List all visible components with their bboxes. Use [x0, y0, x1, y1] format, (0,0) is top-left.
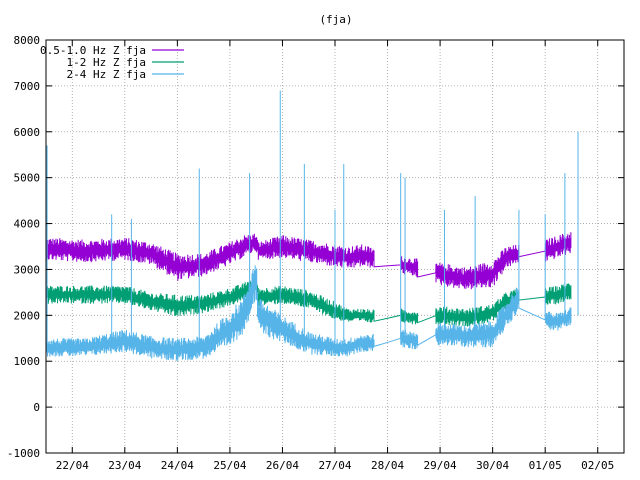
x-tick-label: 26/04	[266, 459, 299, 472]
x-tick-label: 02/05	[581, 459, 614, 472]
y-tick-label: 6000	[14, 126, 41, 139]
legend-label: 2-4 Hz Z fja	[67, 68, 146, 81]
legend-label: 1-2 Hz Z fja	[67, 56, 146, 69]
series-0	[45, 232, 572, 290]
data-layer	[45, 90, 579, 361]
x-tick-label: 30/04	[476, 459, 509, 472]
y-tick-label: 1000	[14, 355, 41, 368]
x-tick-label: 27/04	[318, 459, 351, 472]
y-tick-label: 5000	[14, 172, 41, 185]
series-1	[45, 275, 572, 327]
x-tick-label: 22/04	[56, 459, 89, 472]
series-line	[45, 275, 572, 327]
y-tick-label: 7000	[14, 80, 41, 93]
x-tick-label: 29/04	[424, 459, 457, 472]
y-tick-label: 3000	[14, 263, 41, 276]
x-tick-label: 28/04	[371, 459, 404, 472]
series-line	[45, 265, 572, 361]
y-tick-label: 4000	[14, 218, 41, 231]
x-tick-label: 25/04	[213, 459, 246, 472]
legend-label: 0.5-1.0 Hz Z fja	[40, 44, 146, 57]
x-tick-label: 24/04	[161, 459, 194, 472]
x-tick-label: 01/05	[529, 459, 562, 472]
series-2	[45, 90, 579, 361]
chart-title: (fja)	[319, 13, 352, 26]
y-tick-label: 8000	[14, 34, 41, 47]
y-tick-label: 2000	[14, 309, 41, 322]
series-line	[45, 232, 572, 290]
x-tick-label: 23/04	[108, 459, 141, 472]
y-tick-label: 0	[33, 401, 40, 414]
y-tick-label: -1000	[7, 447, 40, 460]
axis-ticks: -1000 0 1000 2000 3000 4000 5000 6000 7000 8000 22…	[7, 34, 624, 472]
